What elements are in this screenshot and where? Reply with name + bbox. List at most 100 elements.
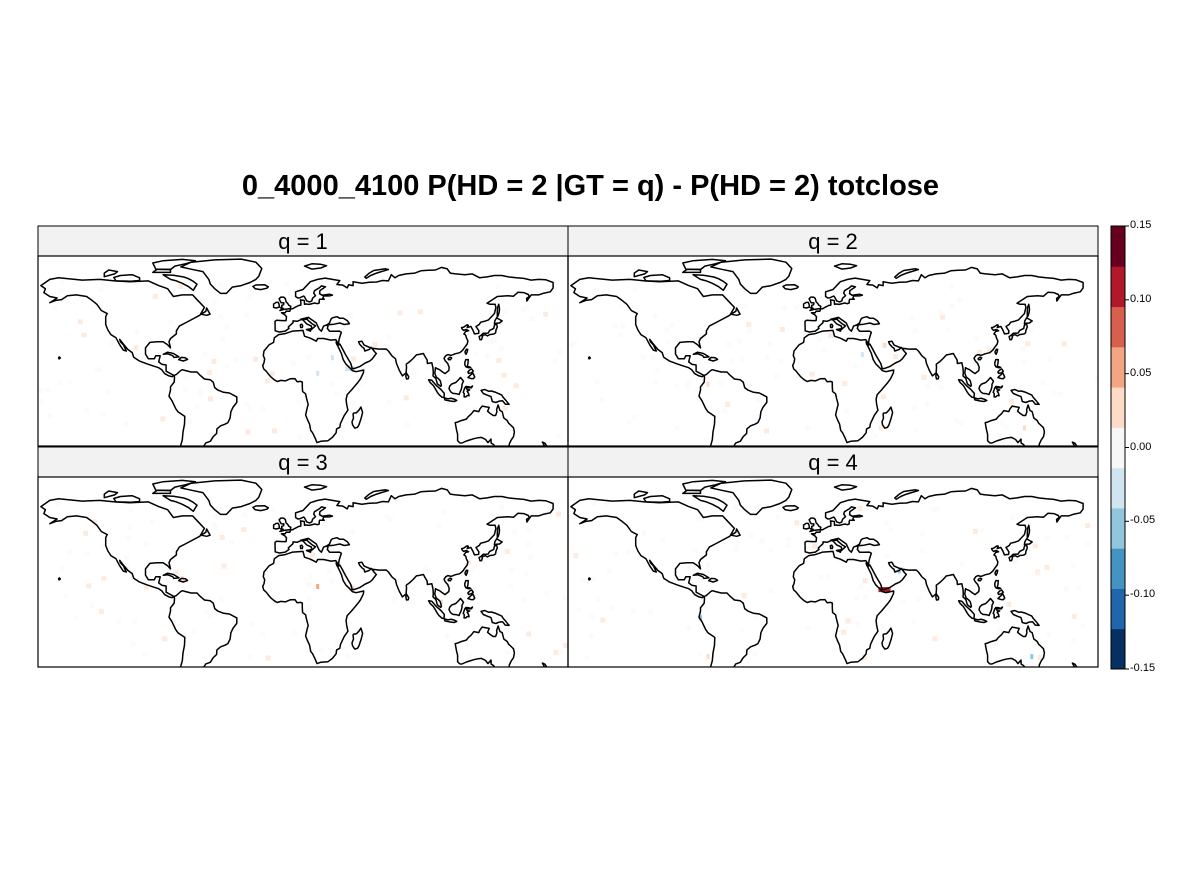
grid-cell (229, 539, 235, 545)
grid-cell (412, 372, 418, 378)
colorbar-segment (1111, 306, 1125, 348)
grid-cell (1071, 563, 1076, 569)
grid-cell (816, 336, 822, 342)
grid-cell (224, 363, 230, 369)
grid-cell (326, 568, 332, 574)
coastline-greenland (180, 479, 263, 516)
coastline-visayas (467, 368, 475, 375)
grid-cell (443, 593, 449, 599)
grid-cell (754, 396, 760, 402)
grid-cell (880, 394, 886, 400)
coastline-hawaii (57, 356, 62, 360)
coastline-sulawesi (992, 385, 1004, 398)
grid-cell (563, 642, 568, 648)
grid-cell (971, 583, 977, 589)
grid-cell (584, 655, 590, 661)
coastline-cuba (692, 572, 710, 580)
grid-cell (126, 525, 132, 531)
grid-cell (191, 628, 197, 634)
coastline-nz-north (1071, 441, 1080, 446)
coastline-ellesmere (682, 258, 727, 271)
grid-cell (321, 521, 327, 527)
grid-cell (1061, 341, 1067, 347)
grid-cell (626, 419, 632, 425)
grid-cell (925, 384, 931, 390)
grid-cell (319, 647, 325, 653)
coastline-africa (791, 329, 895, 444)
coastline-ellesmere (682, 479, 727, 492)
grid-cell (149, 519, 155, 525)
coastline-luzon (464, 358, 472, 369)
coastline-novaya-zemlya (364, 489, 390, 501)
grid-cell (211, 521, 217, 527)
grid-cell (45, 387, 51, 393)
grid-cell (825, 574, 830, 580)
coastline-nz-south (1063, 673, 1074, 683)
grid-cell (768, 588, 774, 594)
grid-cell (590, 576, 596, 582)
coastline-banks-island (633, 490, 649, 499)
grid-cell (757, 397, 762, 403)
grid-cell (441, 509, 447, 515)
coastline-eurasia (274, 266, 554, 388)
grid-cell (386, 399, 392, 405)
coastline-taiwan (994, 569, 999, 577)
grid-cell (613, 551, 619, 557)
grid-cell (900, 598, 906, 604)
grid-cell (805, 425, 811, 431)
grid-cell (59, 566, 64, 572)
grid-cell (92, 519, 98, 525)
grid-cell (189, 506, 195, 512)
coastline-sicily (835, 327, 842, 332)
grid-cell (106, 389, 111, 395)
grid-cell (501, 372, 507, 378)
grid-cell (265, 655, 271, 661)
coastline-new-guinea (480, 388, 510, 406)
grid-cell (348, 313, 354, 319)
grid-cell (151, 283, 157, 289)
coastline-sicily (835, 548, 842, 553)
grid-cell (1070, 638, 1076, 644)
grid-cell (696, 332, 702, 338)
grid-cell (948, 303, 954, 309)
grid-cell (143, 584, 149, 590)
grid-cell (244, 401, 250, 407)
grid-cell (436, 378, 442, 384)
grid-cell (213, 514, 219, 519)
grid-cell (98, 608, 104, 614)
grid-cell (1085, 541, 1091, 547)
grid-cell (58, 288, 64, 294)
grid-cell (84, 551, 90, 557)
coastline-devon-island (152, 268, 172, 274)
grid-cell (734, 541, 740, 546)
coastline-tasmania (501, 673, 506, 678)
coastline-hainan (447, 577, 453, 582)
grid-cell (521, 597, 527, 603)
grid-cell (886, 606, 892, 612)
grid-cell (207, 370, 213, 376)
coastline-sulawesi (992, 606, 1004, 619)
coastline-victoria-island (643, 273, 671, 282)
grid-cell (764, 354, 770, 360)
grid-cell (349, 529, 355, 535)
grid-cell (888, 527, 894, 533)
grid-cell (1006, 601, 1012, 607)
grid-cell (1021, 316, 1027, 322)
grid-cell (1028, 327, 1034, 333)
grid-cell (543, 311, 549, 317)
grid-cell (221, 563, 227, 569)
grid-cell (466, 653, 472, 659)
coastline-iceland (782, 284, 800, 291)
grid-cell-highlight (706, 381, 710, 387)
coastline-devon-island (682, 268, 702, 274)
coastline-banks-island (633, 269, 649, 278)
grid-cell (924, 402, 930, 408)
grid-cell (81, 332, 87, 338)
colorbar-tick-label: 0.00 (1130, 440, 1152, 453)
grid-cell-highlight (706, 654, 710, 660)
grid-cell (949, 284, 955, 290)
grid-cell (1037, 655, 1043, 660)
grid-cell (934, 506, 940, 512)
coastline-australia (984, 404, 1046, 446)
